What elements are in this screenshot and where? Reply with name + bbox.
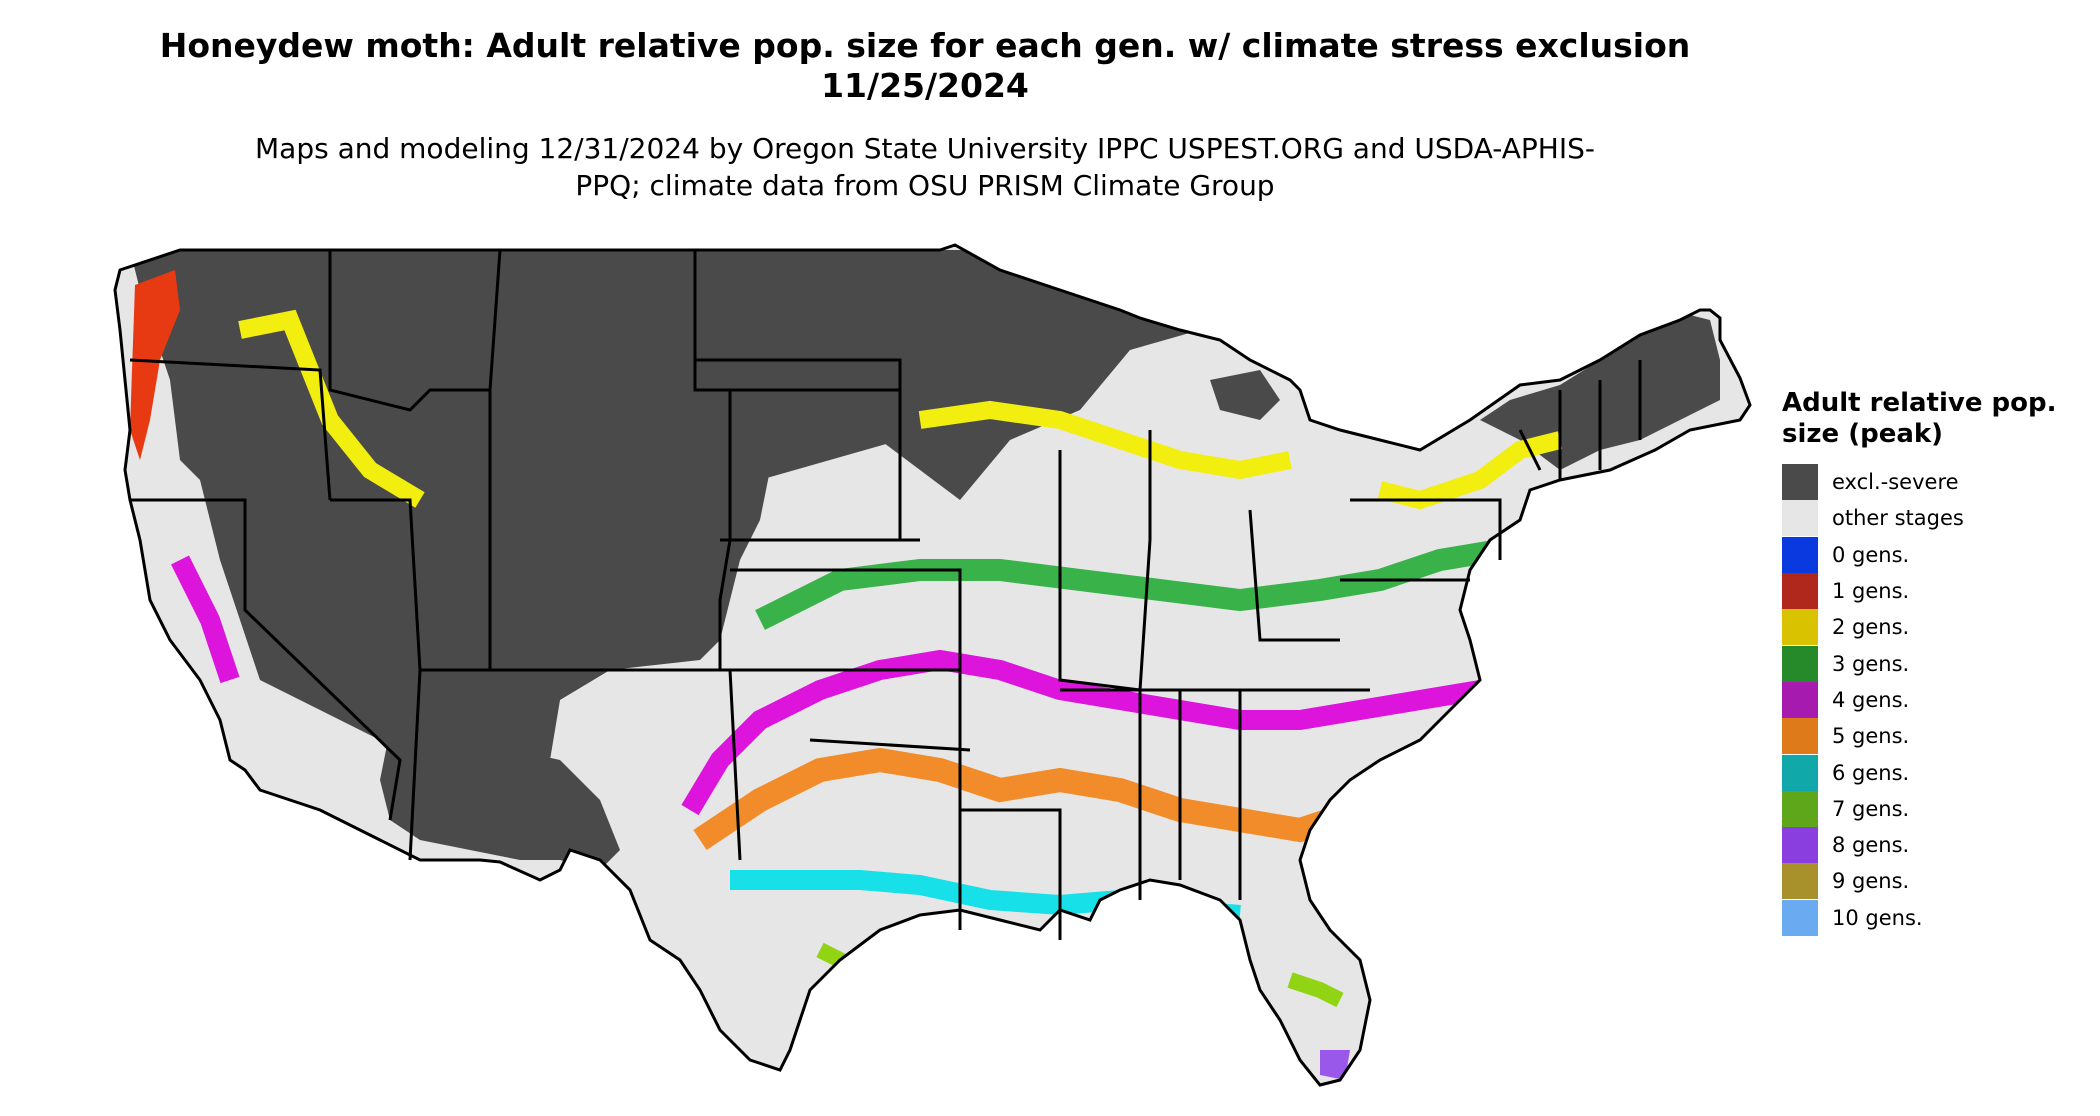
- legend-swatch: [1782, 863, 1818, 900]
- gen-5-band: [693, 747, 1364, 850]
- gen-3-band: [755, 539, 1502, 630]
- excl-severe-region-montana: [330, 260, 900, 560]
- east-interior-borders: [1058, 360, 1642, 900]
- legend-label: 7 gens.: [1832, 796, 1910, 821]
- legend-swatch: [1782, 464, 1818, 501]
- legend-label: 0 gens.: [1832, 542, 1910, 567]
- legend: Adult relative pop. size (peak) excl.-se…: [1782, 388, 2082, 936]
- gen-1-band-pacific: [130, 270, 180, 460]
- legend-swatch: [1782, 718, 1818, 755]
- west-interior-borders: [129, 249, 742, 861]
- legend-item: 2 gens.: [1782, 609, 2082, 646]
- legend-item: 5 gens.: [1782, 718, 2082, 755]
- central-interior-borders: [693, 250, 1062, 940]
- legend-swatch: [1782, 609, 1818, 646]
- excl-severe-region-southwest: [380, 730, 620, 870]
- state-borders: [113, 243, 1752, 1087]
- map-title: Honeydew moth: Adult relative pop. size …: [159, 26, 1691, 105]
- legend-item: excl.-severe: [1782, 464, 2082, 501]
- legend-title: Adult relative pop. size (peak): [1782, 388, 2057, 449]
- legend-item: 0 gens.: [1782, 536, 2082, 573]
- legend-swatch: [1782, 645, 1818, 682]
- legend-label: 8 gens.: [1832, 833, 1910, 858]
- legend-label: 2 gens.: [1832, 615, 1910, 640]
- legend-swatch: [1782, 573, 1818, 610]
- legend-label: 5 gens.: [1832, 724, 1910, 749]
- legend-item: 7 gens.: [1782, 790, 2082, 827]
- legend-swatch: [1782, 827, 1818, 864]
- legend-item: 10 gens.: [1782, 899, 2082, 936]
- legend-item: 4 gens.: [1782, 681, 2082, 718]
- legend-label: 9 gens.: [1832, 869, 1910, 894]
- legend-label: 1 gens.: [1832, 579, 1910, 604]
- legend-swatch: [1782, 790, 1818, 827]
- legend-item: 1 gens.: [1782, 573, 2082, 610]
- us-outline: [113, 243, 1752, 1087]
- legend-swatch: [1782, 899, 1818, 936]
- legend-item: 6 gens.: [1782, 754, 2082, 791]
- legend-swatch: [1782, 754, 1818, 791]
- legend-label: other stages: [1832, 506, 1964, 531]
- gen-2-band-north: [238, 309, 1563, 510]
- legend-label: 3 gens.: [1832, 651, 1910, 676]
- excl-severe-region-michigan: [1210, 370, 1280, 420]
- gen-8-band: [820, 1030, 1350, 1080]
- legend-label: excl.-severe: [1832, 470, 1959, 495]
- legend-swatch: [1782, 500, 1818, 537]
- map-subtitle: Maps and modeling 12/31/2024 by Oregon S…: [255, 132, 1595, 202]
- legend-label: 6 gens.: [1832, 760, 1910, 785]
- legend-items: excl.-severe other stages 0 gens. 1 gens. 2 …: [1782, 464, 2082, 936]
- legend-label: 4 gens.: [1832, 687, 1910, 712]
- legend-label: 10 gens.: [1832, 905, 1923, 930]
- legend-swatch: [1782, 681, 1818, 718]
- legend-swatch: [1782, 536, 1818, 573]
- legend-item: 3 gens.: [1782, 645, 2082, 682]
- legend-item: 8 gens.: [1782, 827, 2082, 864]
- legend-item: other stages: [1782, 500, 2082, 537]
- legend-item: 9 gens.: [1782, 863, 2082, 900]
